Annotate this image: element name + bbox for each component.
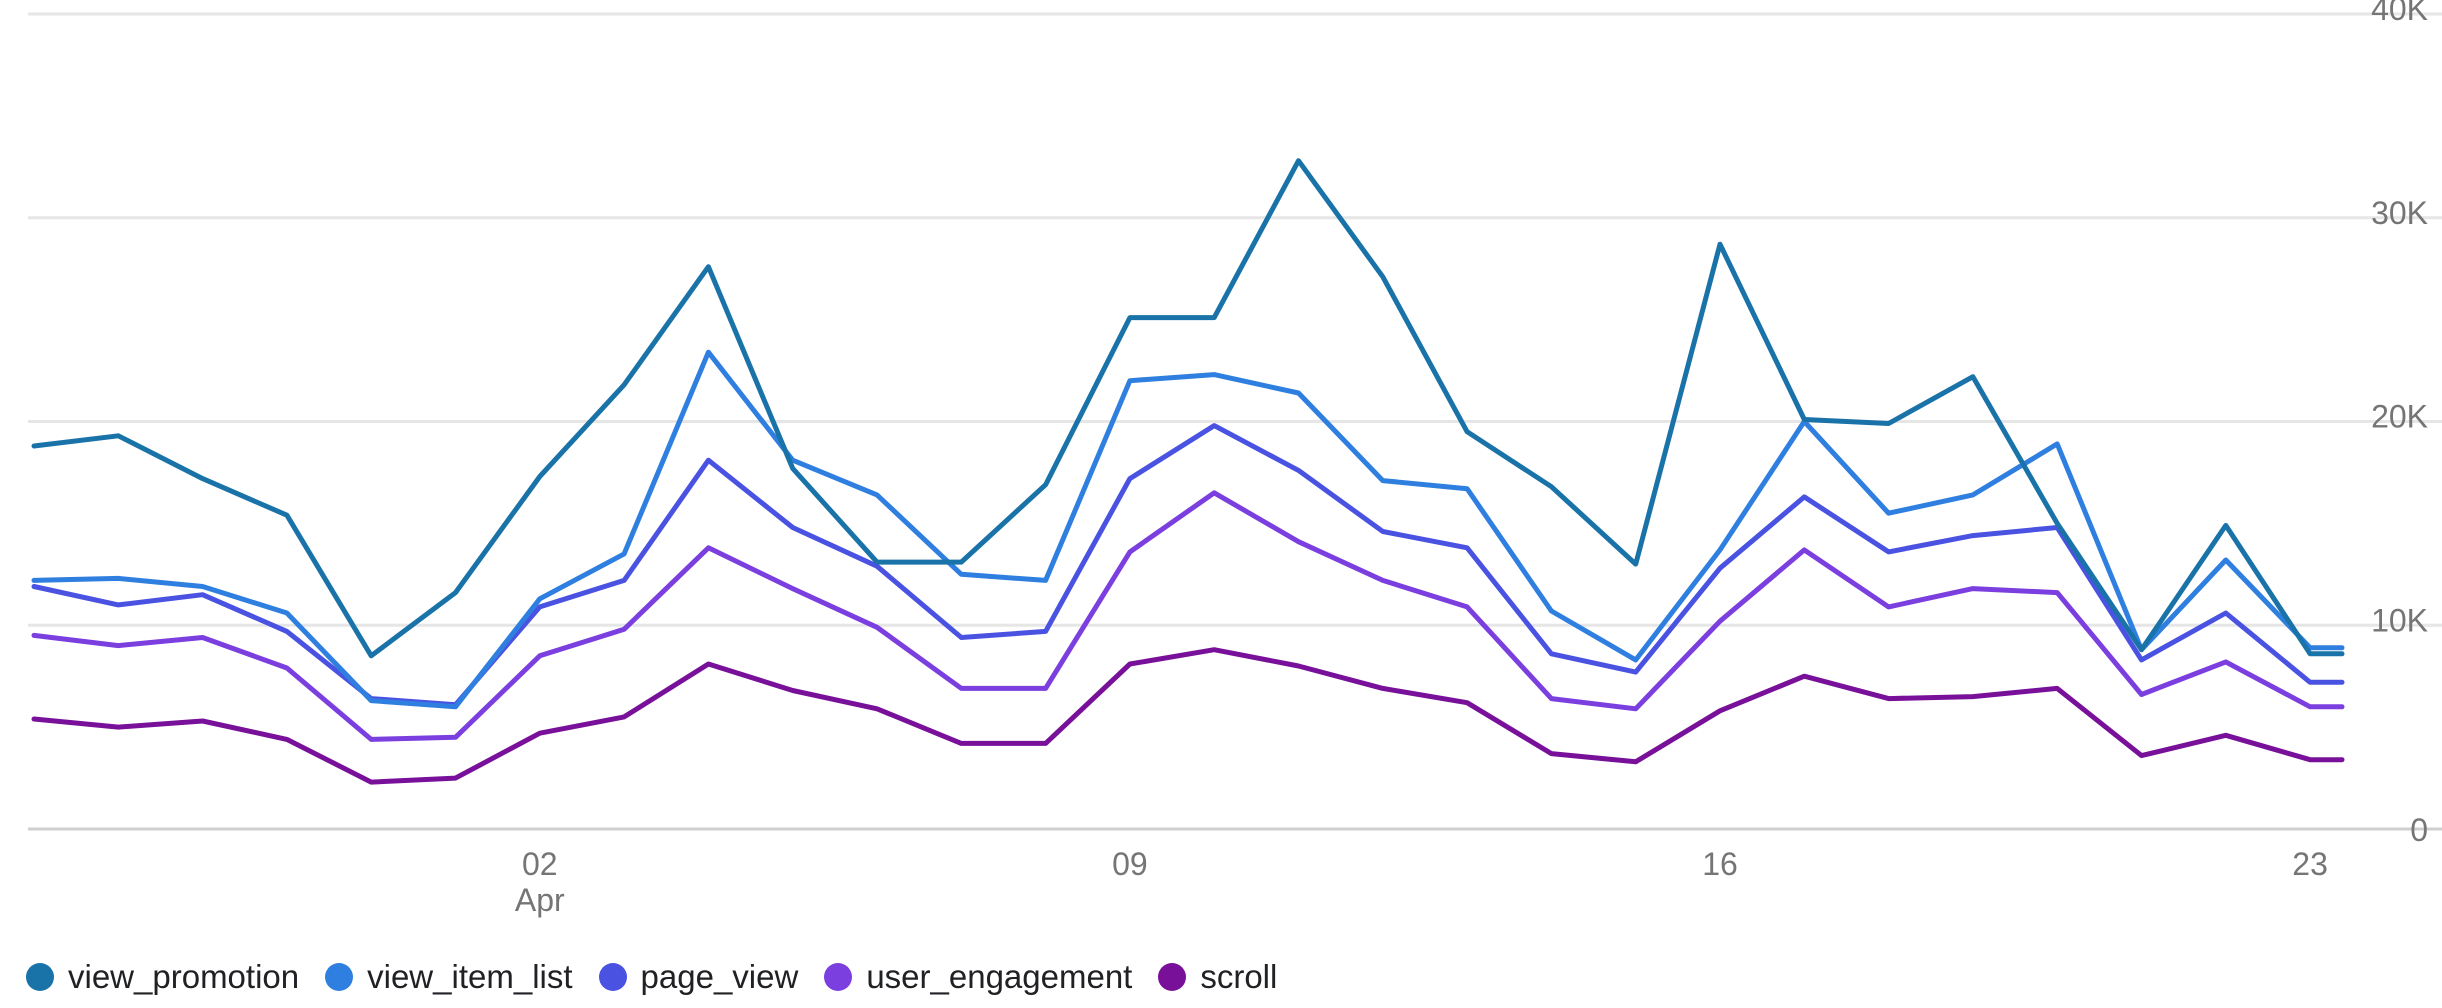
x-tick-sublabel: Apr [515,882,565,918]
grid-lines [28,12,2442,831]
legend-item-view-promotion: view_promotion [26,958,299,996]
series-line-page-view [31,423,2345,708]
legend-label: view_item_list [367,958,573,995]
legend-item-scroll: scroll [1158,958,1277,996]
legend-item-view-item-list: view_item_list [325,958,573,996]
legend-label: user_engagement [866,958,1133,995]
series-line-view-promotion [31,158,2345,659]
y-tick-label: 40K [2371,0,2428,27]
legend-swatch [1158,963,1187,991]
series-line-scroll [31,647,2345,785]
legend-item-page-view: page_view [598,958,799,996]
y-tick-label: 20K [2371,399,2428,435]
x-tick-label: 23 [2292,846,2328,882]
x-tick-label: 02 [522,846,558,882]
legend-label: page_view [640,958,799,995]
x-tick-label: 09 [1112,846,1148,882]
series-lines [31,158,2345,785]
legend-swatch [325,963,354,991]
x-tick-label: 16 [1702,846,1738,882]
legend-swatch [824,963,853,991]
series-line-view-item-list [31,349,2345,710]
legend-item-user-engagement: user_engagement [824,958,1132,996]
legend-label: view_promotion [68,958,300,995]
legend-label: scroll [1200,958,1278,995]
y-axis: 0 10K 20K 30K 40K [2371,0,2428,848]
legend-swatch [26,963,54,991]
y-tick-label: 30K [2371,195,2428,231]
series-line-user-engagement [31,490,2345,742]
y-tick-label: 0 [2410,812,2428,848]
legend-swatch [598,963,627,991]
y-tick-label: 10K [2371,602,2428,638]
chart-legend: view_promotion view_item_list page_view use… [26,958,1277,996]
